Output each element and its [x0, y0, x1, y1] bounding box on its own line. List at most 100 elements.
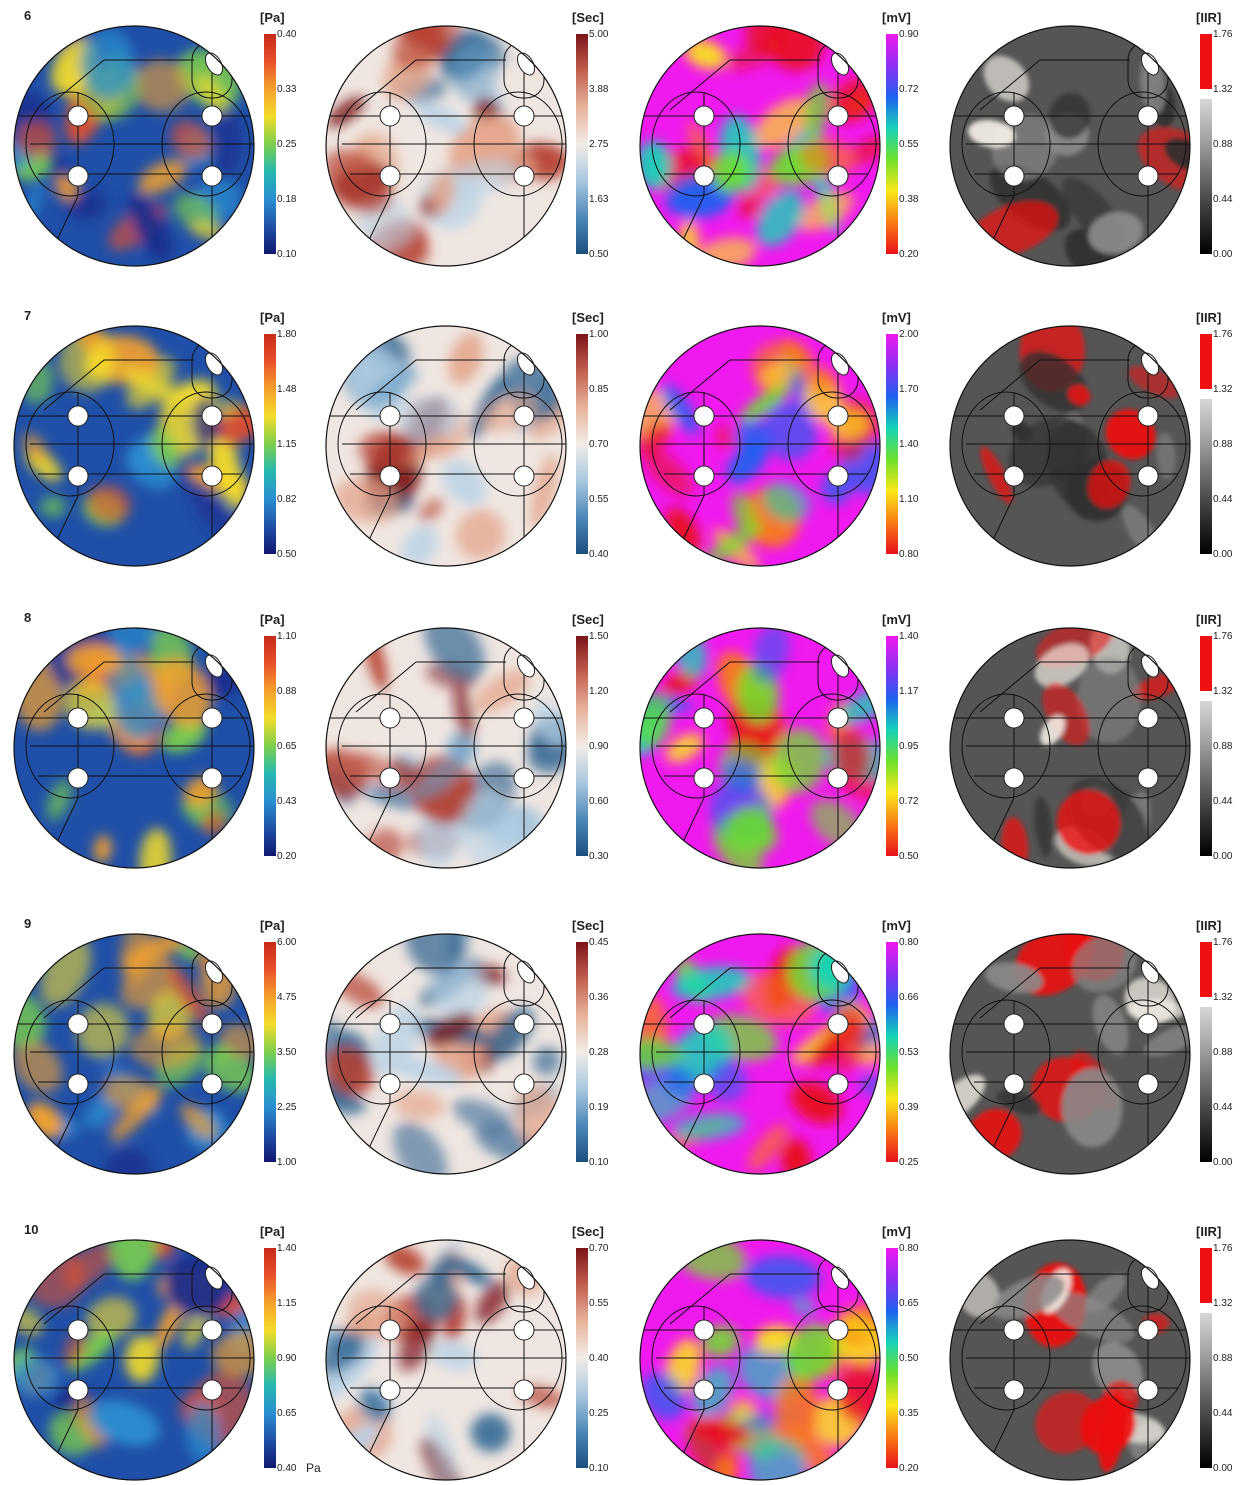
panel-pa-row-10: [Pa]1.401.150.900.650.40: [0, 1203, 297, 1480]
colorbar-unit-label: [IIR]: [1196, 918, 1221, 933]
colorbar-tick-label: 0.38: [899, 194, 919, 205]
figure-row-7: 7 [Pa]1.801.481.150.820.50[Sec]1.000.850.…: [14, 308, 1233, 578]
panel-mv-row-10: [mV] 0.80 0.65 0.50 0.35 0.20: [631, 1224, 918, 1485]
colorbar-gradient: [576, 1248, 588, 1468]
colorbar-tick-label: 1.00: [277, 1157, 297, 1168]
port-hole: [514, 466, 534, 486]
field-map: [291, 900, 579, 1198]
row-label: 6: [24, 8, 31, 23]
colorbar-mv: [mV]2.001.701.401.100.80: [882, 310, 919, 560]
colorbar-tick-label: 0.20: [277, 851, 297, 862]
colorbar-sec: [Sec]0.450.360.280.190.10: [572, 918, 609, 1168]
colorbar-tick-label: 0.85: [589, 384, 609, 395]
port-hole: [694, 1320, 714, 1340]
port-hole: [694, 1014, 714, 1034]
panel-pa-row-6: [Pa]0.400.330.250.180.10: [0, 10, 297, 267]
colorbar-tick-label: 0.66: [899, 992, 919, 1003]
port-hole: [514, 166, 534, 186]
colorbar-tick-label: 0.20: [899, 249, 919, 260]
field-map: [928, 906, 1207, 1174]
port-hole: [68, 1014, 88, 1034]
colorbar-tick-label: 1.48: [277, 384, 297, 395]
colorbar-tick-label: 0.00: [1213, 851, 1233, 862]
colorbar-tick-label: 0.72: [899, 796, 919, 807]
colorbar-tick-label: 0.70: [589, 1243, 609, 1254]
colorbar-tick-label: 0.55: [589, 1298, 609, 1309]
colorbar-red-segment: [1200, 942, 1212, 997]
panel-sec-row-6: [Sec]5.003.882.751.630.50: [310, 0, 609, 284]
colorbar-unit-label: [mV]: [882, 310, 911, 325]
port-hole: [1138, 1320, 1158, 1340]
port-hole: [1138, 1014, 1158, 1034]
colorbar-tick-label: 0.90: [277, 1353, 297, 1364]
panel-mv-row-9: [mV]0.800.660.530.390.25: [602, 918, 919, 1180]
port-hole: [514, 106, 534, 126]
colorbar-gradient: [886, 334, 898, 554]
port-hole: [1138, 1074, 1158, 1094]
colorbar-pa: [Pa]0.400.330.250.180.10: [260, 10, 297, 260]
port-hole: [514, 768, 534, 788]
colorbar-gradient: [576, 636, 588, 856]
port-hole: [514, 708, 534, 728]
figure-row-10: 10 [Pa]1.401.150.900.650.40[Sec]0.700.550…: [0, 1203, 1233, 1485]
panel-iir-row-8: [IIR]1.761.320.880.440.00: [950, 607, 1233, 887]
colorbar-tick-label: 0.88: [1213, 139, 1233, 150]
colorbar-unit-label: [Pa]: [260, 1224, 285, 1239]
panel-iir-row-10: [IIR]1.761.320.880.440.00: [949, 1224, 1233, 1480]
port-hole: [380, 106, 400, 126]
colorbar-tick-label: 0.00: [1213, 1157, 1233, 1168]
colorbar-tick-label: 5.00: [589, 29, 609, 40]
port-hole: [68, 708, 88, 728]
port-hole: [828, 708, 848, 728]
colorbar-tick-label: 1.76: [1213, 1243, 1233, 1254]
field-map: [602, 927, 902, 1179]
panel-mv-row-7: [mV] 2.00 1.70 1.40 1.10 0.80: [615, 310, 919, 578]
port-hole: [68, 106, 88, 126]
field-map: [299, 602, 588, 874]
colorbar-tick-label: 0.88: [1213, 439, 1233, 450]
colorbar-unit-label: [IIR]: [1196, 310, 1221, 325]
port-hole: [1138, 106, 1158, 126]
colorbar-gradient: [264, 942, 276, 1162]
colorbar-tick-label: 1.10: [277, 631, 297, 642]
port-hole: [1004, 1074, 1024, 1094]
colorbar-unit-label: [IIR]: [1196, 10, 1221, 25]
panel-iir-row-9: [IIR]1.761.320.880.440.00: [928, 906, 1233, 1174]
colorbar-gradient: [1200, 1007, 1212, 1162]
colorbar-unit-label: [Pa]: [260, 918, 285, 933]
port-hole: [1004, 106, 1024, 126]
colorbar-tick-label: 0.80: [899, 937, 919, 948]
port-hole: [1138, 166, 1158, 186]
colorbar-tick-label: 3.88: [589, 84, 609, 95]
port-hole: [380, 708, 400, 728]
colorbar-tick-label: 0.50: [899, 851, 919, 862]
colorbar-gradient: [886, 34, 898, 254]
colorbar-tick-label: 0.55: [899, 139, 919, 150]
field-map: [619, 620, 903, 888]
colorbar-gradient: [264, 334, 276, 554]
port-hole: [828, 1074, 848, 1094]
colorbar-tick-label: 1.50: [589, 631, 609, 642]
colorbar-tick-label: 0.18: [277, 194, 297, 205]
colorbar-gradient: [264, 636, 276, 856]
colorbar-unit-label: [mV]: [882, 1224, 911, 1239]
colorbar-tick-label: 0.88: [1213, 1353, 1233, 1364]
port-hole: [694, 466, 714, 486]
port-hole: [202, 466, 222, 486]
colorbar-tick-label: 1.76: [1213, 29, 1233, 40]
colorbar-tick-label: 1.40: [277, 1243, 297, 1254]
colorbar-tick-label: 0.25: [277, 139, 297, 150]
colorbar-tick-label: 0.60: [589, 796, 609, 807]
port-hole: [202, 1320, 222, 1340]
port-hole: [1004, 166, 1024, 186]
port-hole: [1004, 466, 1024, 486]
field-map: [635, 6, 895, 277]
colorbar-tick-label: 0.95: [899, 741, 919, 752]
colorbar-unit-label: [Pa]: [260, 612, 285, 627]
colorbar-extra-unit: Pa: [306, 1461, 321, 1475]
colorbar-pa: [Pa]1.401.150.900.650.40: [260, 1224, 297, 1474]
colorbar-sec: [Sec] 0.70 0.55 0.40 0.25 0.10: [572, 1224, 609, 1474]
port-hole: [380, 166, 400, 186]
port-hole: [1138, 708, 1158, 728]
